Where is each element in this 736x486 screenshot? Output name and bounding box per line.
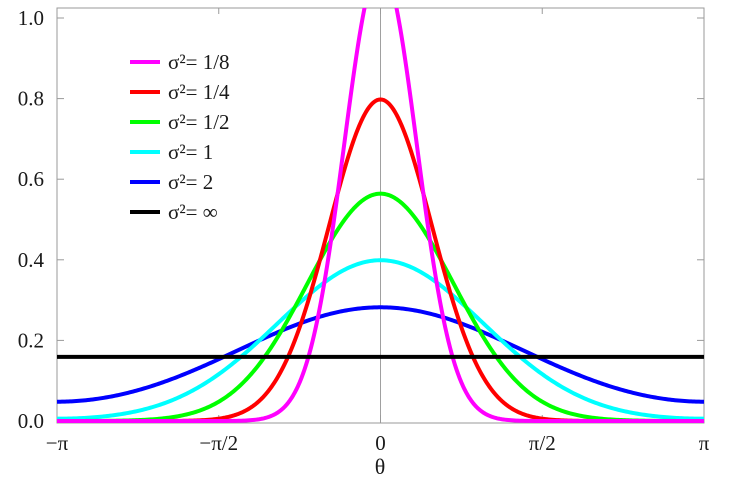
x-tick-label: π bbox=[699, 431, 710, 455]
y-tick-label: 0.6 bbox=[18, 167, 44, 191]
series-line bbox=[57, 258, 704, 421]
curves bbox=[57, 8, 704, 423]
y-tick-label: 1.0 bbox=[18, 6, 44, 30]
legend-label: σ²= 1 bbox=[168, 140, 213, 164]
legend: σ²= 1/8 σ²= 1/4 σ²= 1/2 σ²= 1 σ²= 2 σ²= ∞ bbox=[130, 50, 230, 224]
x-axis-label: θ bbox=[375, 454, 386, 479]
y-tick-label: 0.0 bbox=[18, 409, 44, 433]
y-tick-label: 0.8 bbox=[18, 87, 44, 111]
legend-label: σ²= ∞ bbox=[168, 200, 218, 224]
axes: −π −π/2 0 π/2 π 0.0 0.2 0.4 0.6 0.8 1.0 bbox=[18, 6, 710, 455]
series-line bbox=[57, 305, 704, 404]
legend-label: σ²= 1/4 bbox=[168, 80, 230, 104]
y-tick-label: 0.4 bbox=[18, 248, 45, 272]
legend-label: σ²= 2 bbox=[168, 170, 213, 194]
legend-label: σ²= 1/2 bbox=[168, 110, 230, 134]
x-tick-label: 0 bbox=[375, 431, 386, 455]
legend-label: σ²= 1/8 bbox=[168, 50, 230, 74]
x-tick-label: −π/2 bbox=[199, 431, 238, 455]
series-line bbox=[57, 8, 704, 423]
series-line bbox=[57, 191, 704, 423]
x-tick-label: π/2 bbox=[529, 431, 556, 455]
y-tick-label: 0.2 bbox=[18, 328, 44, 352]
x-tick-label: −π bbox=[46, 431, 69, 455]
